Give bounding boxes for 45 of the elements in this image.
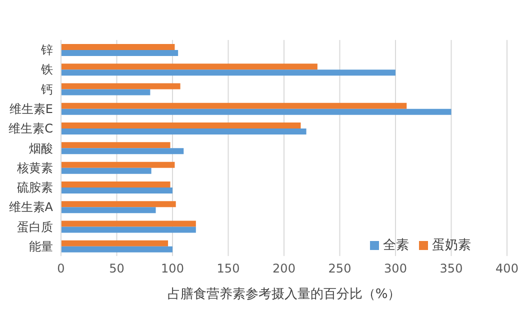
y-tick-label: 铁	[40, 62, 53, 77]
x-axis-title: 占膳食营养素参考摄入量的百分比（%）	[167, 286, 401, 302]
bar	[61, 142, 170, 148]
bar	[61, 102, 407, 109]
y-tick-label: 核黄素	[16, 160, 53, 175]
bar	[61, 128, 306, 135]
bar	[61, 207, 156, 214]
x-tick-label: 250	[328, 262, 352, 276]
y-tick-label: 维生素E	[9, 102, 53, 116]
bar	[61, 89, 150, 96]
x-tick-label: 350	[440, 262, 463, 276]
x-tick-label: 0	[57, 262, 65, 276]
bar	[61, 168, 152, 174]
bar	[61, 108, 452, 115]
bar	[61, 50, 178, 56]
y-tick-label: 能量	[29, 239, 53, 254]
bar	[61, 64, 318, 70]
x-tick-label: 100	[161, 262, 184, 276]
bar	[61, 220, 196, 227]
bar	[61, 148, 184, 154]
y-tick-label: 锌	[40, 43, 53, 58]
bar	[61, 44, 175, 50]
bar	[61, 226, 196, 233]
x-tick-label: 150	[216, 262, 240, 276]
x-tick-label: 300	[384, 262, 407, 276]
y-tick-label: 钙	[40, 82, 53, 96]
x-tick-label: 200	[272, 262, 296, 276]
bar	[61, 83, 180, 90]
y-tick-label: 烟酸	[29, 141, 53, 156]
bar	[61, 162, 175, 168]
y-tick-label: 蛋白质	[17, 220, 53, 234]
x-tick-label: 50	[109, 262, 124, 276]
y-tick-label: 硫胺素	[17, 180, 53, 195]
legend-label: 蛋奶素	[432, 238, 471, 253]
y-tick-label: 维生素C	[8, 122, 53, 136]
bar	[61, 187, 172, 194]
bar	[61, 122, 301, 129]
y-tick-label: 维生素A	[8, 200, 54, 214]
bar	[61, 70, 396, 76]
bar	[61, 240, 168, 246]
bar	[61, 181, 170, 188]
bar	[61, 201, 176, 208]
bar	[61, 246, 172, 252]
x-tick-label: 400	[496, 262, 518, 276]
legend-label: 全素	[383, 238, 409, 253]
